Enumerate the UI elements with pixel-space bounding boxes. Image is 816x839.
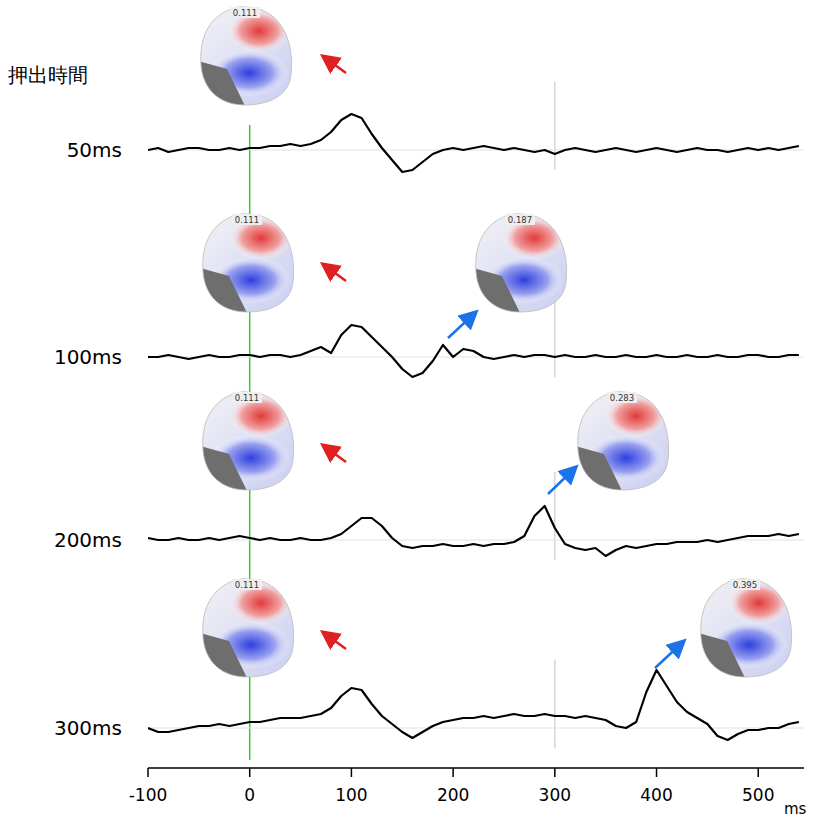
topomap-outline: [203, 579, 294, 677]
topomap-outline: [201, 7, 292, 105]
topomap-body: [572, 388, 672, 495]
map-arrow: [548, 468, 575, 494]
x-tick: [656, 768, 658, 777]
topomap-outline: [203, 392, 294, 490]
topomap-cutout: [197, 445, 249, 495]
trace: [148, 325, 799, 377]
topomap-scale: 0.187: [508, 215, 532, 225]
trace-group: [148, 670, 799, 740]
x-tick-label: -100: [129, 785, 168, 805]
topomap: 0.111: [197, 388, 297, 495]
x-axis-title: ms: [784, 800, 807, 818]
topomap-bg: [695, 575, 795, 679]
topomap-bg: [195, 3, 295, 107]
topomap-cutout: [695, 632, 747, 682]
x-tick: [554, 768, 556, 777]
topomap-bg: [197, 575, 297, 679]
topomap-body: [695, 575, 795, 682]
topomap-label-bg: [232, 392, 262, 403]
map-arrow: [324, 633, 346, 649]
x-tick: [452, 768, 454, 777]
map-arrow: [324, 446, 346, 462]
topomap-scale: 0.111: [235, 393, 259, 403]
topomap-label-bg: [230, 7, 260, 18]
topomap-label-bg: [730, 579, 760, 590]
topomap-cutout: [470, 267, 522, 317]
topomap-outline: [476, 214, 567, 312]
trace-group: [148, 325, 799, 377]
baseline: [148, 728, 804, 729]
x-tick: [147, 768, 149, 777]
ref-line: [554, 660, 555, 748]
x-tick-label: 0: [244, 785, 255, 805]
trace: [148, 114, 799, 172]
x-tick-label: 400: [640, 785, 672, 805]
ref-line: [554, 82, 555, 170]
topomap-outline: [203, 214, 294, 312]
topomap-body: [195, 3, 295, 110]
x-tick-label: 100: [335, 785, 367, 805]
x-tick: [757, 768, 759, 777]
topomap: 0.187: [470, 210, 570, 317]
topomap-cutout: [197, 632, 249, 682]
topomap-scale: 0.395: [733, 580, 757, 590]
x-tick-label: 200: [437, 785, 469, 805]
topomap-label-bg: [232, 214, 262, 225]
topomap-scale: 0.111: [233, 8, 257, 18]
topomap-bg: [572, 388, 672, 492]
topomap-cutout: [197, 267, 249, 317]
topomap-label-bg: [505, 214, 535, 225]
topomap-cutout: [572, 445, 624, 495]
trace: [148, 506, 799, 556]
trace-group: [148, 114, 799, 172]
topomap-body: [197, 388, 297, 495]
x-tick: [351, 768, 353, 777]
map-arrow: [324, 265, 346, 281]
row-header: 押出時間: [8, 63, 88, 87]
topomap-label-bg: [607, 392, 637, 403]
topomap-scale: 0.111: [235, 580, 259, 590]
topomap: 0.111: [197, 210, 297, 317]
topomap-body: [197, 575, 297, 682]
topomap-scale: 0.111: [235, 215, 259, 225]
topomap: 0.111: [197, 575, 297, 682]
topomap-cutout: [195, 60, 247, 110]
map-arrow: [655, 642, 683, 668]
topomap-outline: [578, 392, 669, 490]
topomap-label-bg: [232, 579, 262, 590]
topomap-bg: [197, 210, 297, 314]
map-arrow: [448, 313, 475, 338]
topomap-bg: [197, 388, 297, 492]
topomap-scale: 0.283: [610, 393, 634, 403]
figure: 50ms 100ms 200ms 300ms 押出時間 -100 0 100 200 300 400…: [0, 0, 816, 839]
topomap: 0.395: [695, 575, 795, 682]
x-tick-label: 300: [539, 785, 571, 805]
map-arrow: [324, 57, 346, 73]
topomap: 0.111: [195, 3, 295, 110]
trace-label: 300ms: [54, 716, 122, 740]
trace-label: 200ms: [54, 528, 122, 552]
trace-label: 50ms: [67, 138, 122, 162]
x-tick: [249, 768, 251, 777]
topomap-outline: [701, 579, 792, 677]
ref-line: [554, 472, 555, 560]
trace-label: 100ms: [54, 345, 122, 369]
topomap-body: [470, 210, 570, 317]
trace-group: [148, 506, 799, 556]
topomap: 0.283: [572, 388, 672, 495]
trace: [148, 670, 799, 740]
topomap-body: [197, 210, 297, 317]
topomap-bg: [470, 210, 570, 314]
x-axis: [148, 767, 804, 769]
x-tick-label: 500: [742, 785, 774, 805]
